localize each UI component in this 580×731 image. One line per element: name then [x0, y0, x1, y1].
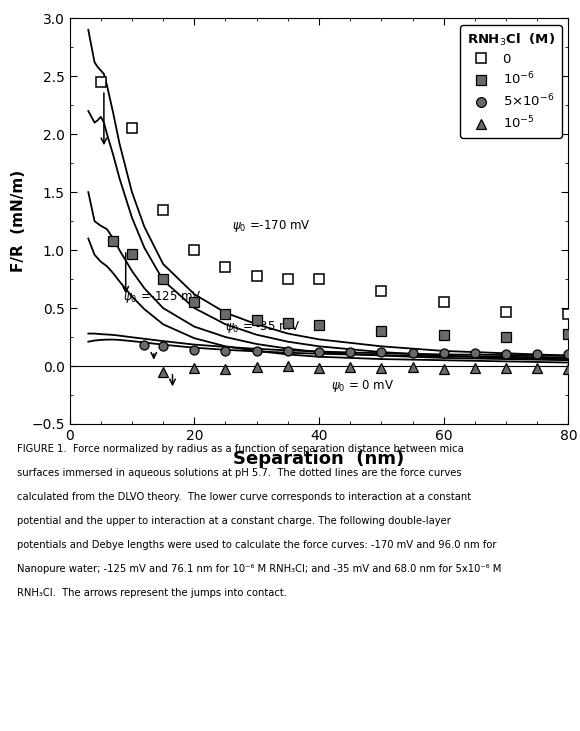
Text: Nanopure water; -125 mV and 76.1 nm for 10⁻⁶ M RNH₃Cl; and -35 mV and 68.0 nm fo: Nanopure water; -125 mV and 76.1 nm for … — [17, 564, 502, 575]
Text: FIGURE 1.  Force normalized by radius as a function of separation distance betwe: FIGURE 1. Force normalized by radius as … — [17, 444, 464, 454]
Legend: 0, $10^{-6}$, $5{\times}10^{-6}$, $10^{-5}$: 0, $10^{-6}$, $5{\times}10^{-6}$, $10^{-… — [461, 25, 562, 138]
Text: $\psi_0$ =-170 mV: $\psi_0$ =-170 mV — [231, 219, 310, 234]
Text: calculated from the DLVO theory.  The lower curve corresponds to interaction at : calculated from the DLVO theory. The low… — [17, 492, 472, 502]
Text: potential and the upper to interaction at a constant charge. The following doubl: potential and the upper to interaction a… — [17, 516, 451, 526]
Text: RNH₃Cl.  The arrows represent the jumps into contact.: RNH₃Cl. The arrows represent the jumps i… — [17, 588, 288, 599]
Text: $\psi_0$ = -35 mV: $\psi_0$ = -35 mV — [226, 319, 300, 335]
Text: $\psi_0$ = 0 mV: $\psi_0$ = 0 mV — [332, 378, 395, 394]
X-axis label: Separation  (nm): Separation (nm) — [233, 450, 405, 468]
Text: surfaces immersed in aqueous solutions at pH 5.7.  The dotted lines are the forc: surfaces immersed in aqueous solutions a… — [17, 468, 462, 478]
Text: $\psi_0$ =-125 mV: $\psi_0$ =-125 mV — [122, 289, 201, 305]
Text: potentials and Debye lengths were used to calculate the force curves: -170 mV an: potentials and Debye lengths were used t… — [17, 540, 497, 550]
Y-axis label: F/R  (mN/m): F/R (mN/m) — [10, 170, 26, 272]
